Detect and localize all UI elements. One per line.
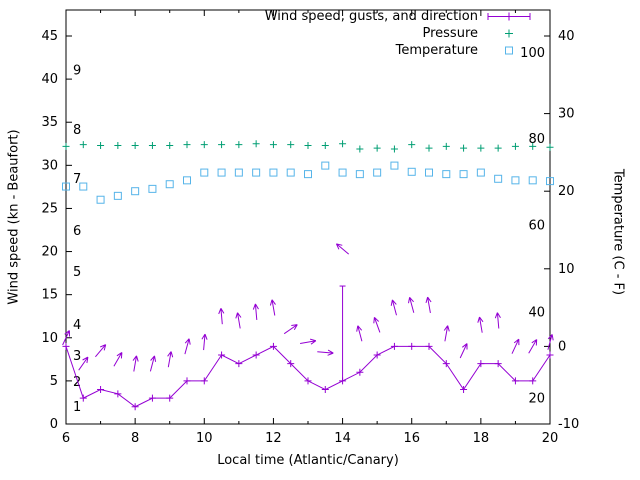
beaufort-label: 3 (73, 349, 81, 364)
beaufort-label: 9 (73, 63, 81, 78)
beaufort-label: 7 (73, 172, 81, 187)
legend-label-wind: Wind speed, gusts, and direction (264, 9, 478, 24)
x-tick-label: 12 (265, 431, 282, 446)
inner-scale-labels: 1 2 3 4 5 6 7 8 9 20 40 60 80 100 (73, 46, 545, 415)
y-left-tick-label: 30 (41, 158, 58, 173)
legend-item-temperature: Temperature (265, 42, 532, 59)
x-tick-label: 8 (131, 431, 139, 446)
fahrenheit-label: 20 (528, 391, 545, 406)
y-right-tick-label: 10 (558, 262, 575, 277)
beaufort-label: 2 (73, 375, 81, 390)
legend-marker-wind-sample (486, 9, 532, 24)
y-left-tick-label: 0 (50, 417, 58, 432)
beaufort-label: 5 (73, 265, 81, 280)
x-tick-label: 16 (403, 431, 420, 446)
legend-marker-temperature-sample (486, 43, 532, 58)
fahrenheit-label: 60 (528, 218, 545, 233)
legend-label-temperature: Temperature (395, 43, 478, 58)
x-tick-label: 14 (334, 431, 351, 446)
x-tick-label: 6 (62, 431, 70, 446)
beaufort-label: 6 (73, 224, 81, 239)
y-right-tick-label: 20 (558, 184, 575, 199)
tick-marks (65, 10, 551, 425)
legend-item-pressure: Pressure (265, 25, 532, 42)
legend-label-pressure: Pressure (422, 26, 478, 41)
y-right-tick-label: 30 (558, 107, 575, 122)
right-axis-title: Temperature (C - F) (610, 168, 626, 296)
x-tick-label: 18 (473, 431, 490, 446)
beaufort-label: 4 (73, 318, 81, 333)
chart-legend: Wind speed, gusts, and direction Pressur… (265, 8, 532, 59)
y-right-tick-label: -10 (558, 417, 579, 432)
x-tick-label: 10 (196, 431, 213, 446)
legend-item-wind: Wind speed, gusts, and direction (265, 8, 532, 25)
wind-speed-series (62, 342, 554, 411)
gust-bars (339, 285, 346, 381)
y-right-tick-label: 40 (558, 29, 575, 44)
tick-labels: 6 8 10 12 14 16 18 20051015202530354045-1001020… (41, 29, 579, 446)
beaufort-label: 1 (73, 400, 81, 415)
axes (65, 9, 551, 425)
y-left-tick-label: 10 (41, 331, 58, 346)
y-left-tick-label: 45 (41, 29, 58, 44)
x-tick-label: 20 (542, 431, 559, 446)
y-left-tick-label: 35 (41, 115, 58, 130)
y-left-tick-label: 20 (41, 245, 58, 260)
legend-marker-pressure-sample (486, 26, 532, 41)
temperature-series (62, 161, 554, 204)
left-axis-title: Wind speed (kn - Beaufort) (6, 129, 22, 305)
wind-direction-arrows (62, 243, 554, 372)
y-left-tick-label: 15 (41, 288, 58, 303)
y-left-tick-label: 5 (50, 374, 58, 389)
y-left-tick-label: 40 (41, 72, 58, 87)
fahrenheit-label: 80 (528, 132, 545, 147)
x-axis-title: Local time (Atlantic/Canary) (217, 453, 399, 468)
beaufort-label: 8 (73, 123, 81, 138)
fahrenheit-label: 100 (520, 46, 545, 61)
y-right-tick-label: 0 (558, 339, 566, 354)
pressure-series (62, 140, 554, 153)
fahrenheit-label: 40 (528, 305, 545, 320)
y-left-tick-label: 25 (41, 201, 58, 216)
